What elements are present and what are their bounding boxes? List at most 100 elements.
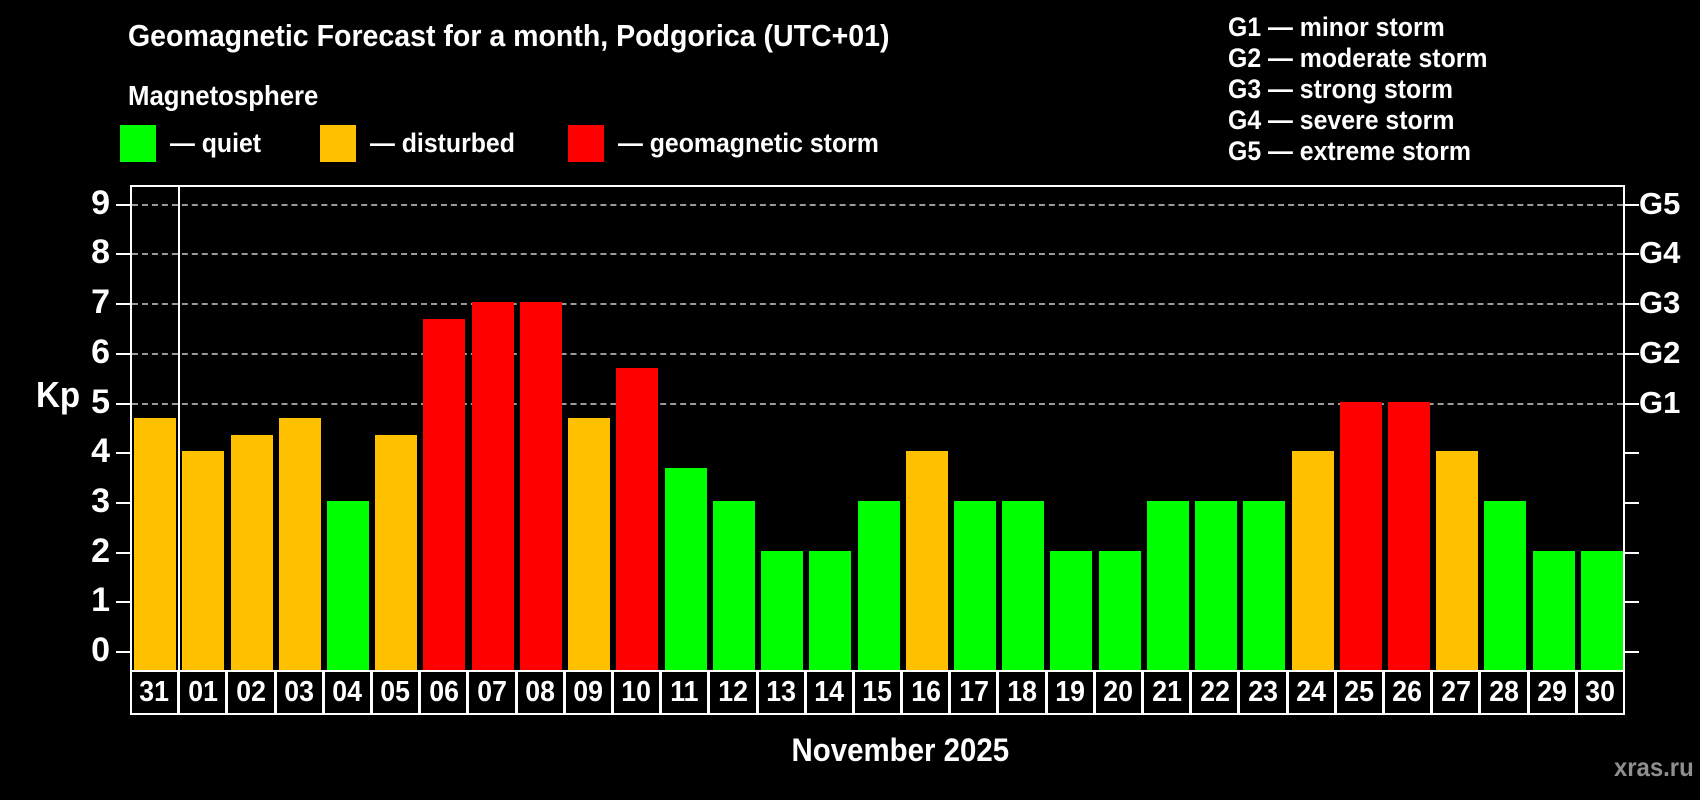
gridline-kp6 — [132, 352, 1623, 355]
g5-legend-line: G5 — extreme storm — [1228, 136, 1471, 166]
day-label-text: 19 — [1055, 676, 1086, 708]
kp-bar-day-01 — [182, 451, 225, 670]
day-label-23: 23 — [1240, 672, 1286, 713]
gridline-kp5 — [132, 402, 1623, 405]
day-label-text: 01 — [187, 676, 218, 708]
y-tick-label-0: 0 — [91, 631, 110, 669]
day-label-text: 13 — [766, 676, 796, 708]
day-label-28: 28 — [1481, 672, 1527, 713]
g-axis-label-g2: G2 — [1639, 334, 1681, 370]
day-label-text: 17 — [959, 676, 989, 708]
chart-subtitle: Magnetosphere — [128, 80, 335, 112]
day-label-13: 13 — [758, 672, 804, 713]
right-tick-kp9 — [1625, 203, 1639, 206]
g-axis-label-g4: G4 — [1639, 235, 1681, 271]
right-tick-kp5 — [1625, 402, 1639, 405]
legend-item-quiet: — quiet — [120, 124, 269, 162]
day-label-25: 25 — [1336, 672, 1383, 713]
day-label-05: 05 — [372, 672, 419, 713]
kp-bar-day-14 — [809, 550, 852, 670]
legend-quiet-label: — quiet — [170, 127, 262, 158]
kp-bar-day-18 — [1002, 500, 1045, 670]
day-label-07: 07 — [469, 672, 515, 713]
kp-bar-day-02 — [230, 434, 273, 670]
day-label-text: 02 — [236, 676, 266, 708]
right-tick-kp6 — [1625, 352, 1639, 355]
y-tick-label-5: 5 — [91, 382, 110, 421]
day-label-08: 08 — [517, 672, 563, 713]
kp-bar-day-29 — [1532, 550, 1575, 670]
storm-color-swatch — [568, 124, 604, 162]
kp-bar-day-31 — [134, 417, 177, 670]
day-label-text: 27 — [1440, 676, 1471, 708]
right-tick-kp7 — [1625, 303, 1639, 306]
day-label-text: 14 — [814, 676, 845, 708]
day-label-text: 18 — [1007, 676, 1037, 708]
day-label-text: 21 — [1151, 676, 1182, 708]
left-tick-kp8 — [116, 253, 130, 256]
kp-bar-day-11 — [664, 467, 707, 670]
y-tick-label-7: 7 — [91, 283, 110, 322]
g3-legend-line: G3 — strong storm — [1228, 74, 1453, 104]
kp-bar-day-16 — [905, 451, 948, 670]
day-label-03: 03 — [276, 672, 322, 713]
kp-bar-day-13 — [761, 550, 804, 670]
day-label-text: 05 — [380, 676, 411, 708]
g1-legend-line: G1 — minor storm — [1228, 12, 1445, 42]
kp-bar-day-07 — [471, 302, 514, 670]
right-tick-kp0 — [1625, 651, 1639, 653]
right-tick-kp2 — [1625, 551, 1639, 554]
kp-bar-day-04 — [327, 500, 370, 670]
kp-bar-day-09 — [568, 417, 611, 670]
chart-title: Geomagnetic Forecast for a month, Podgor… — [128, 18, 956, 54]
day-label-27: 27 — [1433, 672, 1479, 713]
kp-bar-day-21 — [1146, 500, 1189, 670]
day-label-10: 10 — [613, 672, 660, 713]
disturbed-color-swatch — [320, 124, 356, 162]
right-tick-kp3 — [1625, 501, 1639, 504]
day-label-01: 01 — [180, 672, 226, 713]
right-tick-kp4 — [1625, 452, 1639, 455]
legend-item-storm: — geomagnetic storm — [568, 124, 902, 162]
x-axis-title: November 2025 — [750, 732, 1050, 769]
kp-bar-day-23 — [1243, 500, 1286, 670]
day-label-06: 06 — [421, 672, 467, 713]
y-axis-title: Kp — [36, 374, 84, 416]
kp-bar-day-12 — [712, 500, 755, 670]
kp-bar-day-24 — [1291, 451, 1334, 670]
left-tick-kp9 — [116, 203, 130, 206]
month-boundary-line — [178, 187, 181, 670]
day-label-text: 23 — [1248, 676, 1278, 708]
legend-storm-label: — geomagnetic storm — [618, 127, 879, 158]
day-label-20: 20 — [1095, 672, 1142, 713]
g4-legend-line: G4 — severe storm — [1228, 105, 1455, 135]
g-scale-legend: G1 — minor storm G2 — moderate storm G3 … — [1228, 12, 1510, 167]
day-label-22: 22 — [1192, 672, 1238, 713]
day-label-12: 12 — [710, 672, 756, 713]
left-tick-kp5 — [116, 402, 130, 405]
g2-legend-line: G2 — moderate storm — [1228, 43, 1488, 73]
day-label-04: 04 — [324, 672, 370, 713]
day-label-18: 18 — [999, 672, 1045, 713]
y-tick-label-3: 3 — [91, 481, 110, 520]
left-tick-kp1 — [116, 601, 130, 604]
quiet-color-swatch — [120, 124, 156, 162]
day-label-text: 10 — [621, 676, 652, 708]
y-tick-label-9: 9 — [91, 183, 110, 222]
kp-bar-day-08 — [519, 302, 562, 670]
legend-disturbed-label: — disturbed — [370, 127, 515, 158]
day-label-19: 19 — [1047, 672, 1093, 713]
kp-bar-day-05 — [375, 434, 418, 670]
day-label-text: 06 — [428, 676, 459, 708]
right-tick-kp1 — [1625, 601, 1639, 604]
day-label-14: 14 — [806, 672, 852, 713]
day-label-text: 15 — [862, 676, 893, 708]
day-label-30: 30 — [1577, 672, 1623, 713]
kp-bar-day-17 — [953, 500, 996, 670]
day-label-text: 31 — [139, 676, 170, 708]
y-tick-label-1: 1 — [91, 581, 110, 620]
watermark: xras.ru — [1558, 752, 1694, 783]
day-label-26: 26 — [1385, 672, 1431, 713]
day-label-text: 24 — [1296, 676, 1327, 708]
